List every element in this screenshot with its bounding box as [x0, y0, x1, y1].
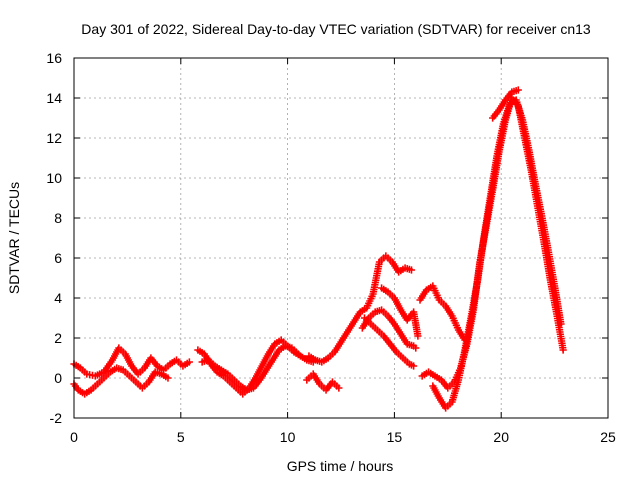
data-points [70, 86, 567, 412]
x-tick-label: 0 [70, 429, 78, 445]
x-tick-label: 25 [600, 429, 616, 445]
x-axis-label: GPS time / hours [287, 458, 394, 474]
y-axis-label: SDTVAR / TECUs [6, 182, 22, 294]
data-point [514, 86, 522, 94]
grid-lines [74, 58, 608, 418]
data-point [185, 358, 193, 366]
y-tick-label: 12 [46, 130, 62, 146]
data-point [335, 384, 343, 392]
data-point [164, 374, 172, 382]
y-tick-label: 2 [54, 330, 62, 346]
data-point [412, 344, 420, 352]
data-point [410, 362, 418, 370]
y-tick-label: 6 [54, 250, 62, 266]
plot-frame [73, 57, 609, 419]
x-tick-label: 5 [177, 429, 185, 445]
data-point [294, 350, 302, 358]
data-point [414, 332, 422, 340]
y-tick-label: 8 [54, 210, 62, 226]
data-point [559, 346, 567, 354]
data-point [461, 336, 469, 344]
x-tick-label: 10 [280, 429, 296, 445]
data-point [557, 320, 565, 328]
y-tick-label: 10 [46, 170, 62, 186]
chart-title: Day 301 of 2022, Sidereal Day-to-day VTE… [81, 21, 591, 37]
y-tick-label: 4 [54, 290, 62, 306]
y-tick-label: 14 [46, 90, 62, 106]
tick-marks [73, 57, 609, 419]
y-tick-label: 0 [54, 370, 62, 386]
y-tick-label: 16 [46, 50, 62, 66]
x-tick-label: 20 [493, 429, 509, 445]
y-tick-labels: -2 0 2 4 6 8 10 12 14 16 [46, 50, 62, 426]
y-tick-label: -2 [50, 410, 63, 426]
x-tick-label: 15 [387, 429, 403, 445]
data-point [407, 266, 416, 274]
x-tick-labels: 0 5 10 15 20 25 [70, 429, 616, 445]
